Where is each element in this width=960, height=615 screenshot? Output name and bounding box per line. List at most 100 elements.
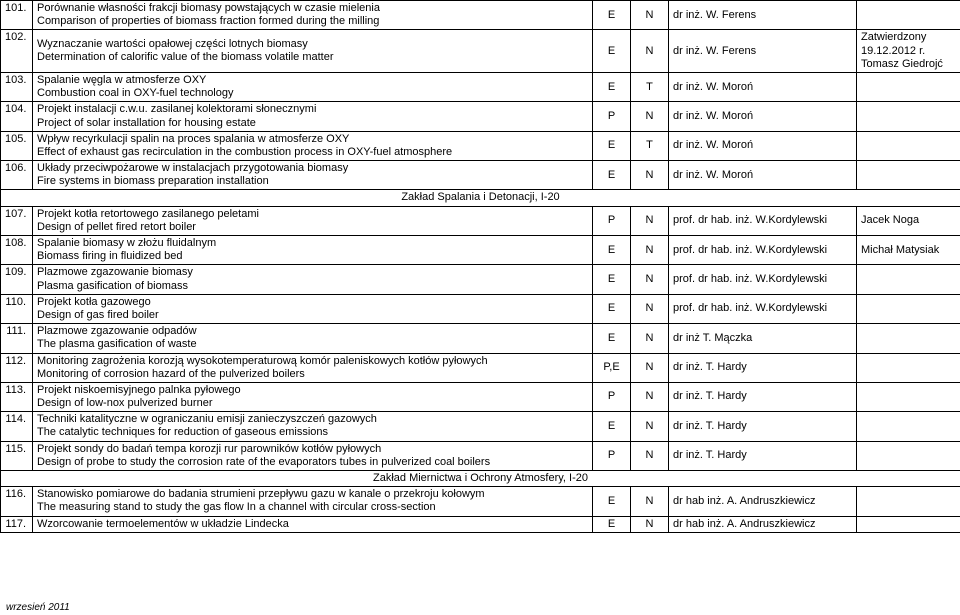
row-col2: N bbox=[631, 441, 669, 470]
row-col1: E bbox=[593, 72, 631, 101]
thesis-table: 101.Porównanie własności frakcji biomasy… bbox=[0, 0, 960, 533]
row-person: prof. dr hab. inż. W.Kordylewski bbox=[669, 236, 857, 265]
row-col2: N bbox=[631, 102, 669, 131]
row-col2: T bbox=[631, 131, 669, 160]
row-number: 115. bbox=[1, 441, 33, 470]
row-col2: N bbox=[631, 236, 669, 265]
table-row: 107.Projekt kotła retortowego zasilanego… bbox=[1, 206, 960, 235]
row-person: dr hab inż. A. Andruszkiewicz bbox=[669, 487, 857, 516]
row-description: Porównanie własności frakcji biomasy pow… bbox=[33, 1, 593, 30]
row-col2: N bbox=[631, 412, 669, 441]
row-number: 109. bbox=[1, 265, 33, 294]
row-extra bbox=[857, 412, 960, 441]
row-description: Techniki katalityczne w ograniczaniu emi… bbox=[33, 412, 593, 441]
row-col2: N bbox=[631, 265, 669, 294]
row-number: 111. bbox=[1, 324, 33, 353]
row-number: 110. bbox=[1, 294, 33, 323]
row-col1: P bbox=[593, 441, 631, 470]
table-row: 109.Plazmowe zgazowanie biomasyPlasma ga… bbox=[1, 265, 960, 294]
table-row: 101.Porównanie własności frakcji biomasy… bbox=[1, 1, 960, 30]
row-col1: P bbox=[593, 206, 631, 235]
row-col1: E bbox=[593, 131, 631, 160]
table-row: 113.Projekt niskoemisyjnego palnka pyłow… bbox=[1, 382, 960, 411]
section-header-row: Zakład Miernictwa i Ochrony Atmosfery, I… bbox=[1, 471, 960, 487]
table-row: 117.Wzorcowanie termoelementów w układzi… bbox=[1, 516, 960, 532]
row-extra bbox=[857, 265, 960, 294]
row-col1: E bbox=[593, 487, 631, 516]
row-person: prof. dr hab. inż. W.Kordylewski bbox=[669, 294, 857, 323]
row-col1: E bbox=[593, 294, 631, 323]
row-description: Projekt kotła gazowegoDesign of gas fire… bbox=[33, 294, 593, 323]
row-number: 104. bbox=[1, 102, 33, 131]
row-extra: Zatwierdzony19.12.2012 r.Tomasz Giedrojć bbox=[857, 30, 960, 73]
row-person: dr inż. T. Hardy bbox=[669, 353, 857, 382]
row-description: Spalanie biomasy w złożu fluidalnymBioma… bbox=[33, 236, 593, 265]
table-row: 115.Projekt sondy do badań tempa korozji… bbox=[1, 441, 960, 470]
row-col1: P bbox=[593, 382, 631, 411]
row-col1: P bbox=[593, 102, 631, 131]
row-person: dr inż. W. Moroń bbox=[669, 161, 857, 190]
row-person: dr inż T. Mączka bbox=[669, 324, 857, 353]
row-number: 101. bbox=[1, 1, 33, 30]
row-col2: N bbox=[631, 353, 669, 382]
row-col1: E bbox=[593, 412, 631, 441]
row-col2: N bbox=[631, 161, 669, 190]
row-number: 105. bbox=[1, 131, 33, 160]
row-person: prof. dr hab. inż. W.Kordylewski bbox=[669, 265, 857, 294]
row-extra bbox=[857, 441, 960, 470]
row-number: 102. bbox=[1, 30, 33, 73]
row-extra bbox=[857, 294, 960, 323]
row-extra: Michał Matysiak bbox=[857, 236, 960, 265]
row-extra bbox=[857, 382, 960, 411]
row-description: Projekt sondy do badań tempa korozji rur… bbox=[33, 441, 593, 470]
row-extra bbox=[857, 487, 960, 516]
section-title: Zakład Spalania i Detonacji, I-20 bbox=[1, 190, 960, 206]
row-person: dr inż. W. Ferens bbox=[669, 30, 857, 73]
row-col2: N bbox=[631, 294, 669, 323]
table-row: 111.Plazmowe zgazowanie odpadówThe plasm… bbox=[1, 324, 960, 353]
row-description: Projekt niskoemisyjnego palnka pyłowegoD… bbox=[33, 382, 593, 411]
row-person: prof. dr hab. inż. W.Kordylewski bbox=[669, 206, 857, 235]
table-row: 106.Układy przeciwpożarowe w instalacjac… bbox=[1, 161, 960, 190]
row-col2: N bbox=[631, 1, 669, 30]
section-title: Zakład Miernictwa i Ochrony Atmosfery, I… bbox=[1, 471, 960, 487]
row-description: Plazmowe zgazowanie biomasyPlasma gasifi… bbox=[33, 265, 593, 294]
row-person: dr inż. W. Moroń bbox=[669, 102, 857, 131]
row-description: Wpływ recyrkulacji spalin na proces spal… bbox=[33, 131, 593, 160]
row-col2: N bbox=[631, 516, 669, 532]
row-extra bbox=[857, 161, 960, 190]
row-description: Monitoring zagrożenia korozją wysokotemp… bbox=[33, 353, 593, 382]
row-description: Projekt kotła retortowego zasilanego pel… bbox=[33, 206, 593, 235]
row-number: 112. bbox=[1, 353, 33, 382]
row-number: 116. bbox=[1, 487, 33, 516]
row-extra bbox=[857, 353, 960, 382]
row-extra bbox=[857, 72, 960, 101]
section-header-row: Zakład Spalania i Detonacji, I-20 bbox=[1, 190, 960, 206]
row-person: dr inż. T. Hardy bbox=[669, 382, 857, 411]
row-col2: N bbox=[631, 324, 669, 353]
row-description: Stanowisko pomiarowe do badania strumien… bbox=[33, 487, 593, 516]
row-number: 113. bbox=[1, 382, 33, 411]
table-row: 110.Projekt kotła gazowegoDesign of gas … bbox=[1, 294, 960, 323]
row-col1: E bbox=[593, 324, 631, 353]
row-person: dr inż. W. Ferens bbox=[669, 1, 857, 30]
row-number: 106. bbox=[1, 161, 33, 190]
row-col1: E bbox=[593, 1, 631, 30]
row-description: Spalanie węgla w atmosferze OXYCombustio… bbox=[33, 72, 593, 101]
row-col2: N bbox=[631, 382, 669, 411]
footer-text: wrzesień 2011 bbox=[6, 602, 70, 613]
row-number: 114. bbox=[1, 412, 33, 441]
row-col1: E bbox=[593, 265, 631, 294]
row-extra bbox=[857, 516, 960, 532]
row-person: dr inż. T. Hardy bbox=[669, 441, 857, 470]
row-number: 103. bbox=[1, 72, 33, 101]
table-row: 116.Stanowisko pomiarowe do badania stru… bbox=[1, 487, 960, 516]
row-person: dr inż. T. Hardy bbox=[669, 412, 857, 441]
row-person: dr hab inż. A. Andruszkiewicz bbox=[669, 516, 857, 532]
row-number: 107. bbox=[1, 206, 33, 235]
table-row: 114.Techniki katalityczne w ograniczaniu… bbox=[1, 412, 960, 441]
row-number: 108. bbox=[1, 236, 33, 265]
row-extra bbox=[857, 324, 960, 353]
row-description: Plazmowe zgazowanie odpadówThe plasma ga… bbox=[33, 324, 593, 353]
row-col2: N bbox=[631, 206, 669, 235]
